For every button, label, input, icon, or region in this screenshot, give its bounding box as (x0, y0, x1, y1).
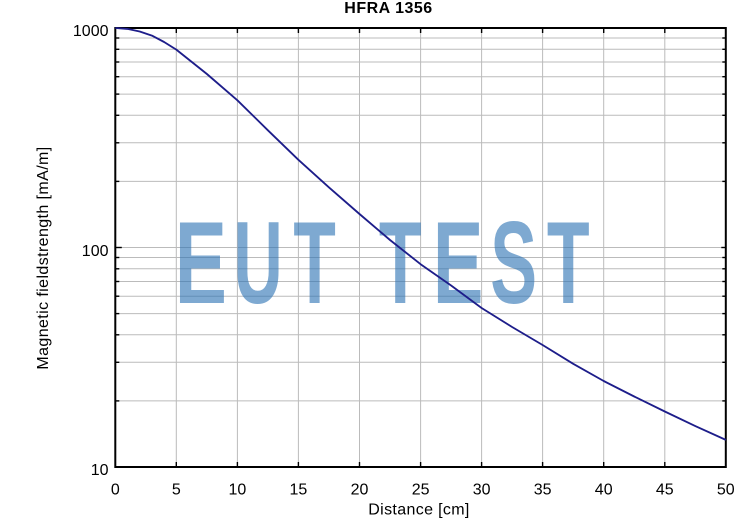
svg-text:E: E (433, 197, 483, 328)
svg-text:HFRA 1356: HFRA 1356 (344, 0, 432, 17)
svg-text:20: 20 (351, 482, 369, 499)
svg-text:10: 10 (229, 482, 247, 499)
svg-text:T: T (547, 199, 590, 329)
svg-text:30: 30 (473, 482, 491, 499)
svg-text:5: 5 (172, 482, 181, 499)
svg-text:35: 35 (534, 482, 552, 499)
svg-text:15: 15 (290, 482, 308, 499)
svg-text:45: 45 (656, 482, 674, 499)
svg-text:S: S (490, 199, 537, 329)
svg-text:40: 40 (595, 482, 613, 499)
svg-text:25: 25 (412, 482, 430, 499)
svg-text:0: 0 (111, 482, 120, 499)
svg-text:50: 50 (717, 482, 735, 499)
svg-text:100: 100 (82, 243, 109, 260)
svg-text:Distance [cm]: Distance [cm] (368, 501, 469, 518)
svg-text:1000: 1000 (73, 23, 109, 40)
svg-text:10: 10 (91, 462, 109, 479)
svg-text:Magnetic fieldstrength [mA/m]: Magnetic fieldstrength [mA/m] (35, 146, 52, 369)
svg-text:U: U (234, 198, 283, 329)
svg-text:E: E (175, 198, 227, 328)
svg-text:T: T (293, 198, 335, 328)
svg-text:T: T (379, 199, 422, 329)
